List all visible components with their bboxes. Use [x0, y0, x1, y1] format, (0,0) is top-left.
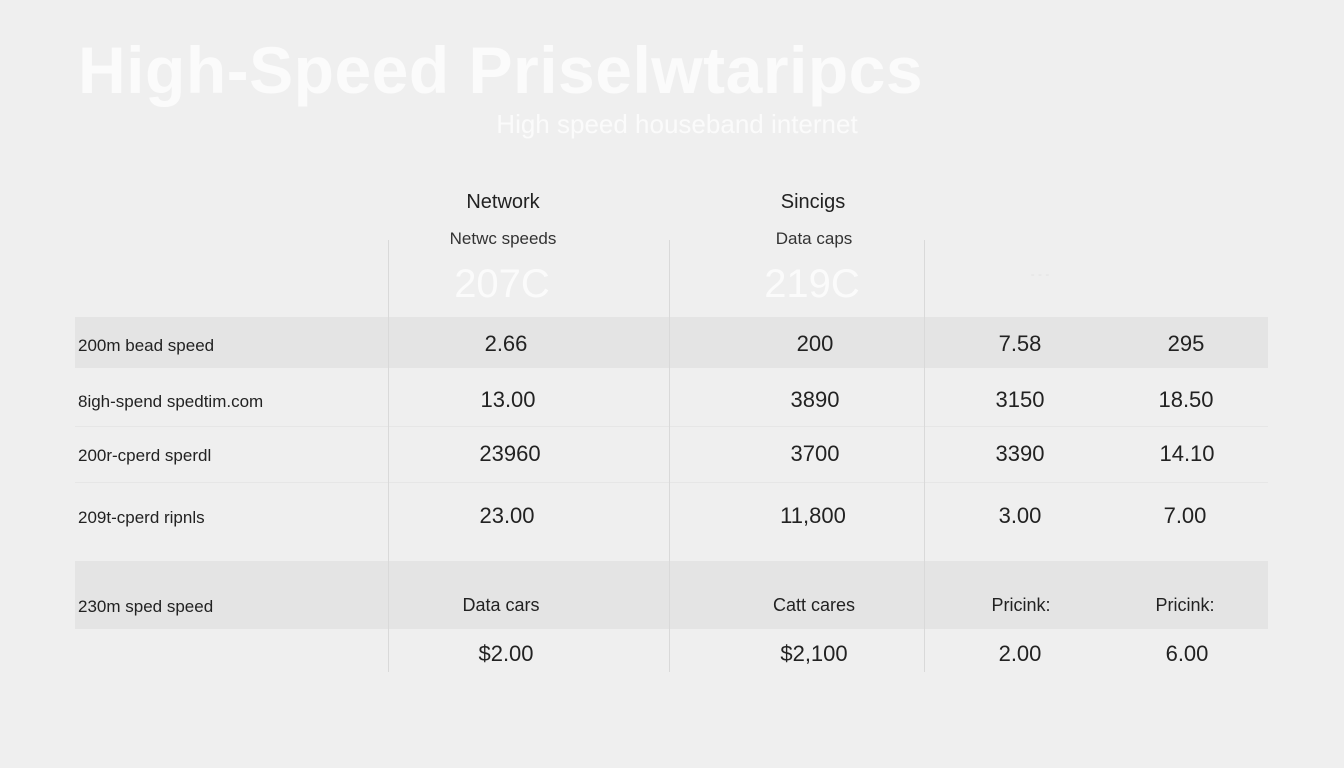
row-label: 200r-cperd sperdl [78, 446, 212, 465]
table-cell: 14.10 [1159, 441, 1215, 466]
table-cell: 3390 [995, 441, 1045, 466]
column-divider [669, 240, 670, 672]
table-cell: Data cars [462, 595, 540, 615]
column-divider [388, 240, 389, 672]
table-cell: 18.50 [1158, 387, 1214, 412]
table-cell: Pricink: [991, 595, 1051, 615]
row-label: 200m bead speed [78, 336, 215, 355]
table-cell: Pricink: [1155, 595, 1215, 615]
page-subtitle: High speed houseband internet [496, 109, 858, 139]
table-cell: 3890 [790, 387, 840, 412]
table-cell: 23.00 [479, 503, 535, 528]
row-divider [75, 426, 1268, 427]
column-divider [924, 240, 925, 672]
table-cell: 7.00 [1163, 503, 1207, 528]
row-label: 230m sped speed [78, 597, 214, 616]
row-label: 209t-cperd ripnls [78, 508, 205, 527]
table-cell: 3.00 [998, 503, 1042, 528]
price-cell: 2.00 [998, 641, 1042, 666]
row-label: 8igh-spend spedtim.com [78, 392, 264, 411]
table-cell: 295 [1167, 331, 1205, 356]
table-cell: 7.58 [998, 331, 1042, 356]
table-cell: 3150 [995, 387, 1045, 412]
column-subheader: Netwc speeds [449, 229, 557, 248]
column-header-network: Network [466, 191, 540, 213]
column-header-sincigs: Sincigs [780, 191, 846, 213]
table-cell: 13.00 [480, 387, 536, 412]
highlight-band-footer [75, 561, 1268, 629]
price-cell: $2.00 [478, 641, 534, 666]
price-cell: 6.00 [1165, 641, 1209, 666]
highlight-band-row-1 [75, 317, 1268, 368]
column-big-value: 219C [764, 262, 860, 306]
table-cell: 11,800 [780, 503, 846, 528]
row-divider [75, 482, 1268, 483]
price-cell: $2,100 [780, 641, 848, 666]
page-title: High-Speed Priselwtaripcs [78, 33, 924, 107]
table-cell: 200 [796, 331, 834, 356]
table-cell: 2.66 [484, 331, 528, 356]
table-cell: Catt cares [772, 595, 856, 615]
column-big-value: - - - [1030, 267, 1050, 281]
column-big-value: 207C [454, 262, 550, 306]
table-cell: 3700 [790, 441, 840, 466]
column-subheader: Data caps [775, 229, 853, 248]
table-cell: 23960 [479, 441, 541, 466]
